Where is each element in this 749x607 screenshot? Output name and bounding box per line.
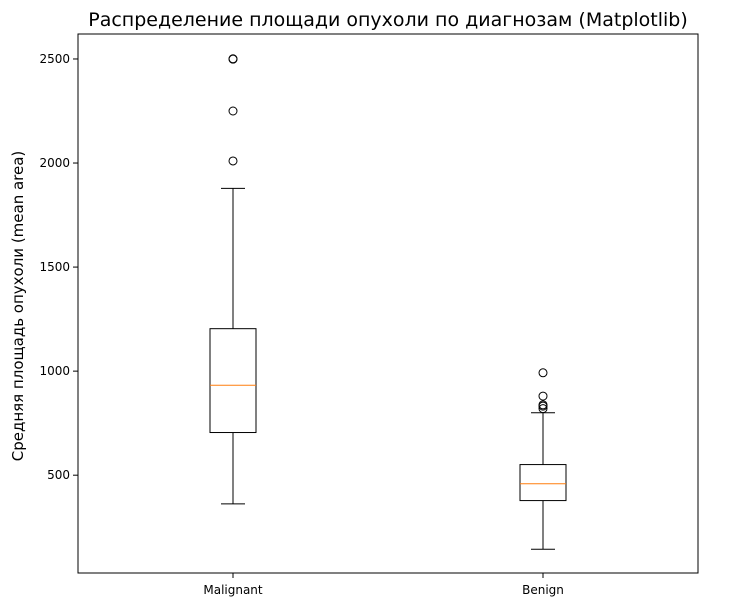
iqr-box (519, 464, 567, 502)
outlier-point (228, 156, 238, 166)
y-axis-label: Средняя площадь опухоли (mean area) (9, 151, 27, 462)
x-tick-label: Malignant (203, 583, 263, 597)
plot-area: 500 1000 1500 2000 2500 Malignant Benign (39, 52, 567, 597)
x-tick-label: Benign (522, 583, 564, 597)
y-tick-label: 500 (47, 468, 70, 482)
outlier-point (538, 391, 548, 401)
y-tick-label: 2500 (39, 52, 70, 66)
outlier-point (538, 404, 548, 414)
y-tick-label: 1500 (39, 260, 70, 274)
chart-title: Распределение площади опухоли по диагноз… (88, 9, 688, 31)
outlier-point (538, 400, 548, 410)
outlier-point (538, 368, 548, 378)
outlier-point (228, 106, 238, 116)
y-tick-label: 2000 (39, 156, 70, 170)
axes-frame (77, 33, 699, 574)
y-tick-label: 1000 (39, 364, 70, 378)
outlier-point (228, 54, 238, 64)
iqr-box (209, 328, 257, 434)
